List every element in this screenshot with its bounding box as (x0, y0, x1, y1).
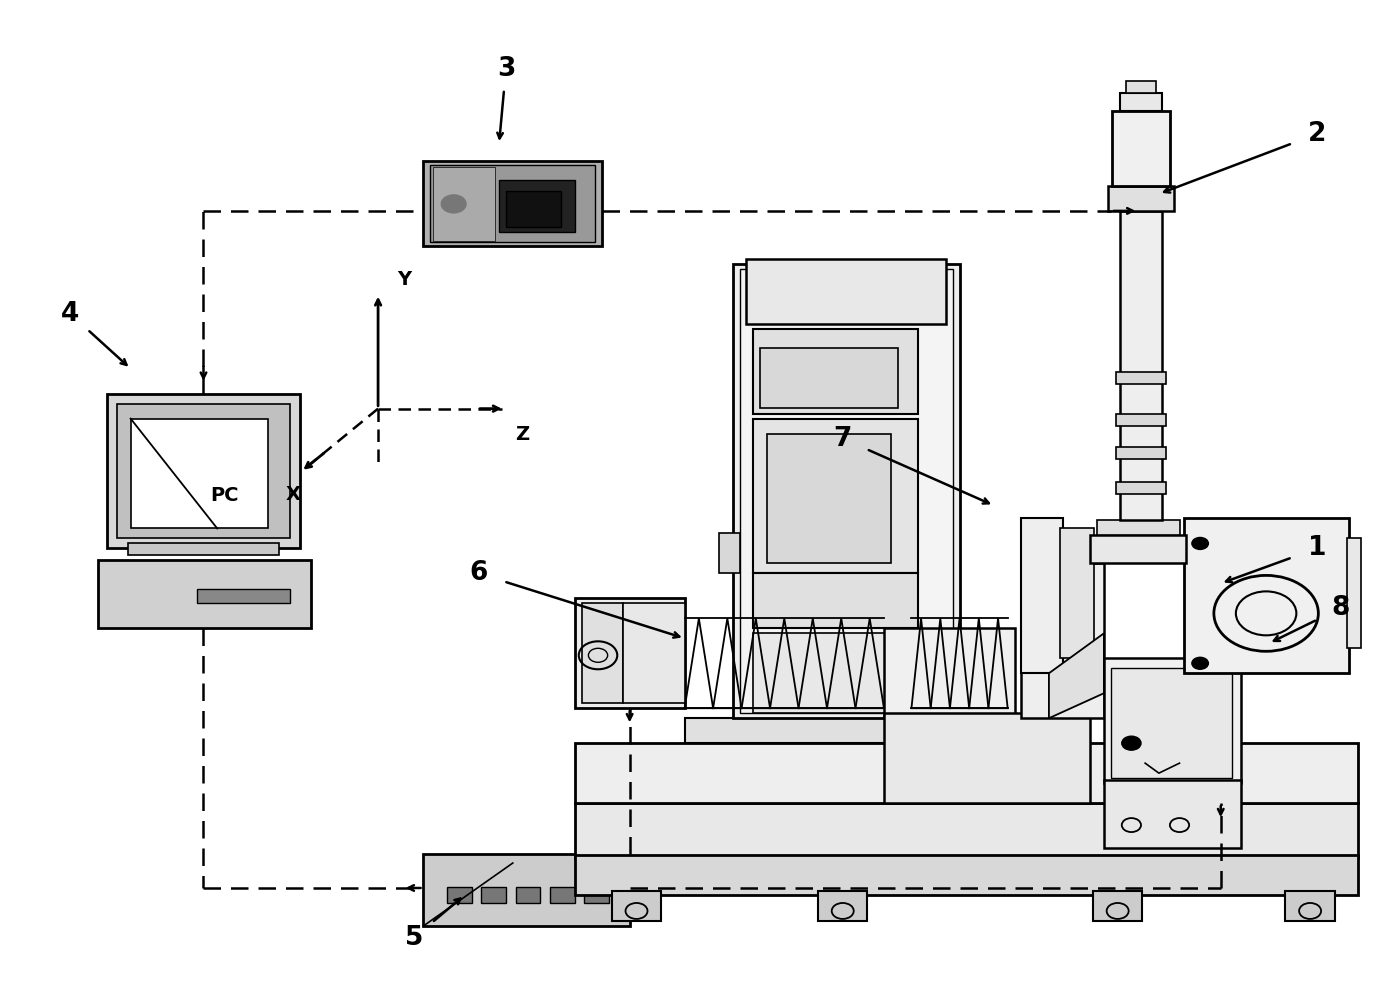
Bar (719, 534, 740, 573)
Bar (550, 887, 575, 903)
Bar (581, 603, 622, 703)
Text: 5: 5 (405, 924, 423, 951)
Bar (127, 544, 279, 556)
Text: Y: Y (397, 270, 412, 289)
Bar (1120, 93, 1162, 111)
Bar (733, 264, 960, 718)
Bar (1120, 210, 1162, 521)
Bar (1059, 529, 1094, 659)
Bar (196, 589, 290, 603)
Bar (1116, 414, 1166, 426)
Bar (584, 887, 609, 903)
Circle shape (1192, 538, 1209, 550)
Bar (1090, 536, 1187, 564)
Text: 1: 1 (1308, 536, 1326, 562)
Bar (1116, 481, 1166, 493)
Bar (754, 633, 918, 713)
Bar (575, 598, 685, 708)
Bar (754, 573, 918, 628)
Polygon shape (1048, 633, 1104, 718)
Bar (430, 165, 595, 242)
Bar (611, 891, 661, 921)
Text: 2: 2 (1308, 121, 1326, 147)
Bar (499, 180, 575, 232)
Bar (130, 419, 268, 529)
Bar (1093, 891, 1142, 921)
Bar (1184, 519, 1348, 674)
Bar (575, 804, 1358, 858)
Bar (622, 603, 685, 703)
Bar (423, 161, 602, 246)
Bar (108, 394, 300, 549)
Bar (1112, 111, 1170, 186)
Bar (754, 419, 918, 573)
Bar (817, 891, 867, 921)
Bar (1111, 669, 1232, 778)
Bar (447, 887, 472, 903)
Bar (1104, 659, 1242, 783)
Bar (1022, 564, 1104, 718)
Bar (481, 887, 506, 903)
Text: Z: Z (516, 425, 530, 444)
Bar (1116, 372, 1166, 384)
Bar (433, 167, 495, 241)
Bar (754, 328, 918, 414)
Bar (768, 434, 891, 564)
Text: 6: 6 (469, 561, 488, 586)
Text: 7: 7 (834, 426, 852, 451)
Bar (506, 191, 561, 227)
Text: 4: 4 (61, 301, 79, 326)
Bar (1108, 186, 1174, 210)
Bar (118, 404, 290, 539)
Bar (1097, 521, 1180, 536)
Text: 3: 3 (496, 56, 514, 83)
Bar (1022, 519, 1062, 674)
Bar (884, 628, 1015, 718)
Bar (516, 887, 541, 903)
Bar (685, 718, 1015, 743)
Bar (740, 269, 953, 713)
Bar (1347, 539, 1361, 649)
Bar (884, 713, 1090, 804)
Bar (1104, 780, 1242, 848)
Bar (98, 561, 311, 628)
Bar (1126, 82, 1156, 93)
Text: 8: 8 (1332, 595, 1350, 621)
Text: X: X (285, 484, 300, 504)
Circle shape (1192, 658, 1209, 670)
Bar (575, 855, 1358, 895)
Text: PC: PC (210, 486, 238, 506)
Circle shape (1122, 736, 1141, 750)
Bar (761, 347, 898, 408)
Bar (1116, 446, 1166, 458)
Circle shape (441, 195, 466, 212)
Bar (1285, 891, 1335, 921)
Bar (575, 743, 1358, 804)
Bar (423, 854, 629, 925)
Bar (747, 259, 946, 323)
